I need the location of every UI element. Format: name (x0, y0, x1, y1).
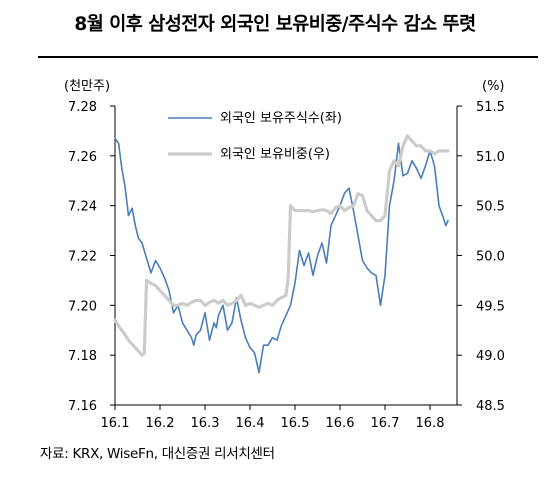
series-line-ratio (113, 134, 450, 357)
right-tick-label: 51.0 (476, 150, 505, 165)
tick-labels: (천만주) (%) 7.28 7.26 7.24 7.22 7.20 7.18 7.16 51.5… (64, 79, 505, 431)
left-tick-label: 7.28 (68, 100, 97, 115)
right-tick-label: 50.5 (476, 200, 505, 215)
axes-group (110, 105, 462, 410)
series-line-holdings (114, 137, 449, 374)
x-tick-label: 16.5 (281, 416, 310, 431)
legend-label: 외국인 보유비중(우) (220, 147, 330, 162)
legend-label: 외국인 보유주식수(좌) (220, 111, 342, 126)
x-tick-label: 16.6 (326, 416, 355, 431)
x-tick-label: 16.3 (191, 416, 220, 431)
left-tick-label: 7.20 (68, 299, 97, 314)
legend: 외국인 보유주식수(좌) 외국인 보유비중(우) (168, 111, 342, 162)
x-tick-label: 16.8 (416, 416, 445, 431)
right-tick-label: 50.0 (476, 250, 505, 265)
left-unit-label: (천만주) (64, 79, 110, 94)
left-tick-label: 7.18 (68, 349, 97, 364)
left-tick-label: 7.24 (68, 200, 97, 215)
right-tick-label: 48.5 (476, 399, 505, 414)
left-tick-label: 7.22 (68, 250, 97, 265)
x-tick-label: 16.1 (101, 416, 130, 431)
right-tick-label: 49.5 (476, 299, 505, 314)
left-tick-label: 7.26 (68, 150, 97, 165)
line-chart: 외국인 보유주식수(좌) 외국인 보유비중(우) (천만주) (%) 7.28 7.26… (64, 79, 505, 431)
chart-title: 8월 이후 삼성전자 외국인 보유비중/주식수 감소 뚜렷 (74, 14, 476, 35)
right-tick-label: 49.0 (476, 349, 505, 364)
title-divider (38, 56, 538, 58)
x-tick-label: 16.7 (371, 416, 400, 431)
series-group (113, 134, 450, 374)
x-tick-label: 16.4 (236, 416, 265, 431)
left-tick-label: 7.16 (68, 399, 97, 414)
right-unit-label: (%) (482, 79, 505, 94)
source-note: 자료: KRX, WiseFn, 대신증권 리서치센터 (40, 446, 275, 462)
right-tick-label: 51.5 (476, 100, 505, 115)
x-tick-label: 16.2 (146, 416, 175, 431)
